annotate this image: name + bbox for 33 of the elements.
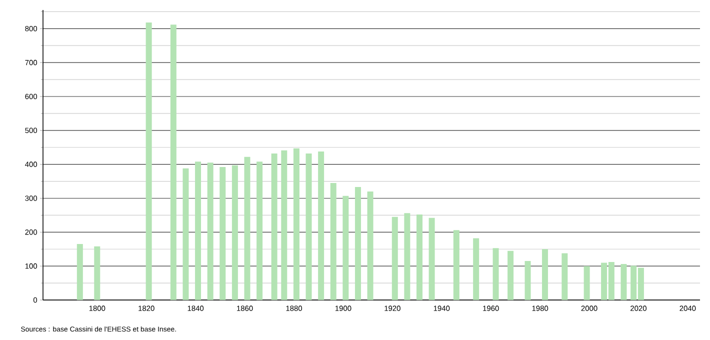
bar [293, 148, 300, 300]
bar [354, 187, 361, 300]
bar [76, 244, 83, 300]
bar [271, 153, 278, 300]
bar [542, 249, 548, 300]
bar [524, 260, 531, 300]
bar [244, 156, 250, 300]
bar [492, 248, 499, 300]
bar [232, 165, 238, 300]
bar [256, 162, 263, 300]
bar [318, 151, 324, 300]
bar [195, 162, 202, 300]
bar [342, 196, 349, 300]
bar [584, 266, 590, 300]
bar [146, 22, 152, 300]
bar [562, 253, 568, 300]
bar [392, 216, 398, 300]
bar [306, 153, 312, 300]
bar [170, 24, 176, 300]
bar [473, 238, 480, 300]
bar [404, 213, 410, 300]
bar [453, 230, 460, 300]
bar [620, 264, 627, 300]
bar [428, 218, 435, 300]
bar [330, 182, 336, 300]
bar [508, 250, 514, 300]
bar [367, 191, 374, 300]
bar [281, 150, 288, 300]
bar [182, 168, 189, 300]
bar [220, 167, 226, 300]
bar [94, 246, 100, 300]
bar [207, 162, 214, 300]
bar [416, 214, 422, 300]
